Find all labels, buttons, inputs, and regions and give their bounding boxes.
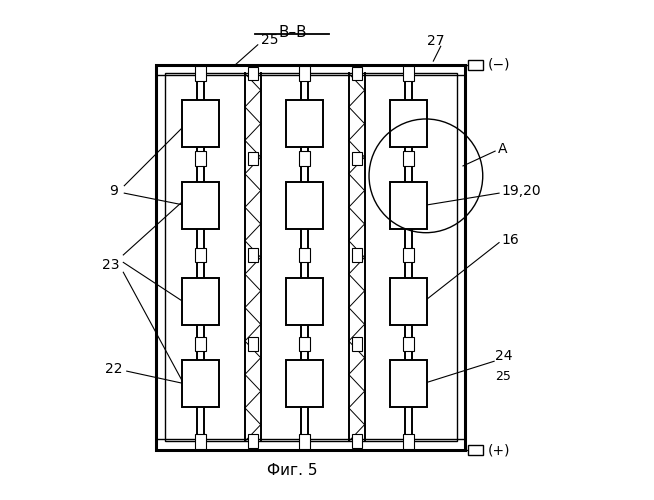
- Bar: [403, 248, 414, 262]
- Text: 22: 22: [105, 362, 122, 376]
- Bar: [165, 74, 456, 442]
- Bar: [300, 66, 310, 81]
- Text: А: А: [498, 142, 507, 156]
- Text: 9: 9: [109, 184, 118, 198]
- Bar: [352, 152, 362, 166]
- Bar: [196, 248, 207, 262]
- Bar: [390, 182, 427, 229]
- Bar: [182, 278, 220, 326]
- Text: (+): (+): [488, 444, 510, 457]
- Bar: [403, 434, 414, 449]
- Text: (−): (−): [488, 58, 510, 71]
- Bar: [286, 100, 323, 148]
- Bar: [468, 60, 483, 70]
- Bar: [352, 434, 362, 448]
- Text: 19,20: 19,20: [501, 184, 541, 198]
- Bar: [196, 336, 207, 351]
- Text: 25: 25: [262, 34, 279, 48]
- Bar: [182, 182, 220, 229]
- Bar: [352, 66, 362, 80]
- Bar: [248, 66, 258, 80]
- Bar: [390, 100, 427, 148]
- Bar: [300, 434, 310, 449]
- Bar: [196, 151, 207, 166]
- Bar: [156, 64, 466, 76]
- Text: 16: 16: [501, 233, 519, 247]
- Text: 25: 25: [495, 370, 511, 382]
- Bar: [156, 440, 466, 450]
- Bar: [300, 151, 310, 166]
- Text: В–В: В–В: [278, 25, 307, 40]
- Text: 27: 27: [427, 34, 445, 48]
- Bar: [248, 152, 258, 166]
- Bar: [286, 360, 323, 407]
- Bar: [468, 446, 483, 455]
- Bar: [300, 248, 310, 262]
- Bar: [196, 66, 207, 81]
- Bar: [403, 151, 414, 166]
- Bar: [182, 360, 220, 407]
- Bar: [248, 248, 258, 262]
- Bar: [182, 100, 220, 148]
- Bar: [390, 360, 427, 407]
- Bar: [286, 182, 323, 229]
- Bar: [196, 434, 207, 449]
- Bar: [286, 278, 323, 326]
- Text: 23: 23: [101, 258, 119, 272]
- Bar: [248, 337, 258, 351]
- Bar: [403, 336, 414, 351]
- Bar: [352, 337, 362, 351]
- Bar: [156, 64, 466, 450]
- Bar: [248, 434, 258, 448]
- Bar: [352, 248, 362, 262]
- Bar: [300, 336, 310, 351]
- Bar: [403, 66, 414, 81]
- Text: 24: 24: [495, 350, 513, 364]
- Text: Фиг. 5: Фиг. 5: [267, 464, 318, 478]
- Bar: [390, 278, 427, 326]
